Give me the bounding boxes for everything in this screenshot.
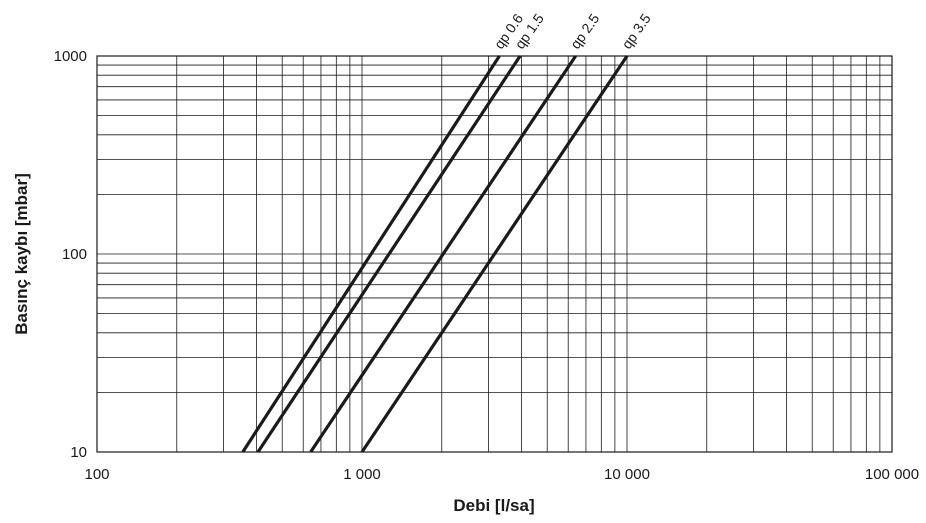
- y-axis-title: Basınç kaybı [mbar]: [12, 173, 31, 335]
- x-tick-labels: 100 1 000 10 000 100 000: [84, 466, 919, 483]
- x-tick-label: 10 000: [604, 466, 650, 483]
- y-tick-labels: 10 100 1000: [54, 48, 87, 461]
- x-tick-label: 100: [84, 466, 109, 483]
- grid: [97, 56, 892, 452]
- y-tick-label: 100: [62, 246, 87, 263]
- series-labels: qp 0.6qp 1.5 qp 2.5 qp 3.5: [491, 10, 654, 51]
- series-line: [256, 55, 522, 453]
- x-axis-title: Debi [l/sa]: [453, 496, 534, 515]
- series-label: qp 2.5: [567, 10, 603, 51]
- series-line: [309, 55, 577, 453]
- y-tick-label: 1000: [54, 48, 87, 65]
- series-layer: [241, 55, 629, 453]
- series-line: [241, 55, 501, 453]
- plot-frame: [96, 55, 893, 453]
- x-tick-label: 100 000: [865, 466, 919, 483]
- y-tick-label: 10: [70, 444, 87, 461]
- series-label: qp 3.5: [618, 10, 654, 51]
- x-tick-label: 1 000: [343, 466, 381, 483]
- series-line: [360, 55, 629, 453]
